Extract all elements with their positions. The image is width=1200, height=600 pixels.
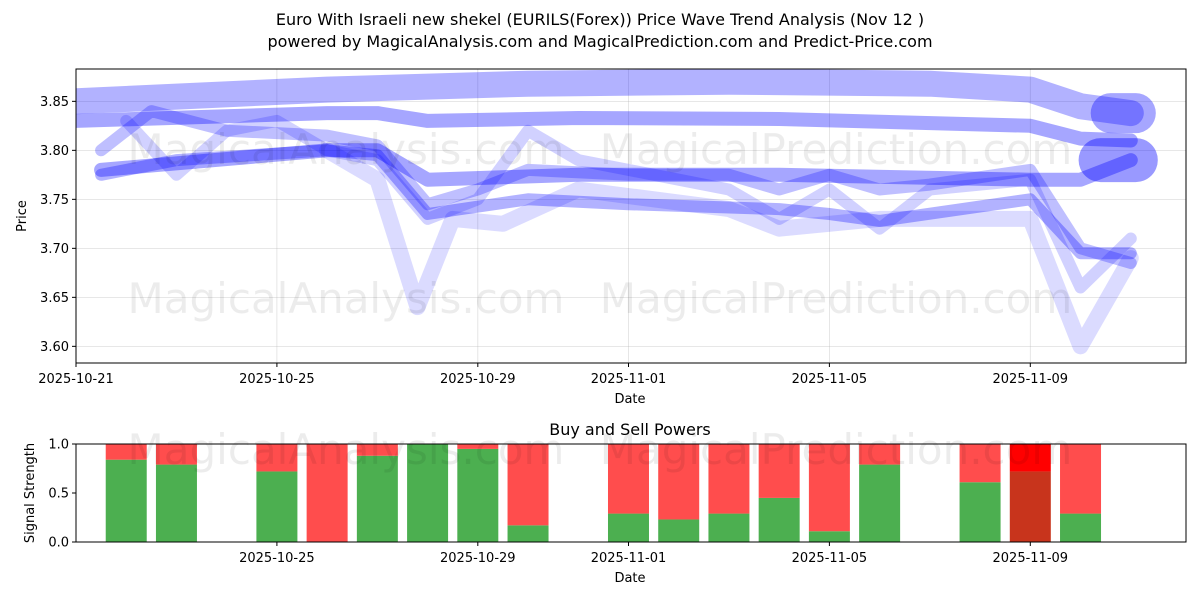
price-y-tick-label: 3.65 — [40, 291, 69, 306]
buy-power-bar — [808, 531, 850, 542]
power-bars — [105, 444, 1102, 542]
wave-lower-b — [95, 105, 1137, 269]
price-watermark: MagicalAnalysis.com — [128, 274, 565, 323]
power-x-axis: 2025-10-25 2025-10-29 2025-11-01 2025-11-05… — [239, 542, 1068, 566]
price-y-tick-label: 3.70 — [40, 242, 69, 257]
price-x-axis-label: Date — [614, 392, 645, 407]
price-y-tick-label: 3.75 — [40, 193, 69, 208]
price-y-tick-label: 3.85 — [40, 95, 69, 110]
sell-power-bar — [658, 444, 700, 520]
power-x-axis-label: Date — [614, 571, 645, 586]
power-x-tick-label: 2025-11-01 — [591, 551, 667, 566]
wave-zigzag — [120, 114, 1137, 294]
sell-power-bar — [607, 444, 649, 514]
chart-title-line2: powered by MagicalAnalysis.com and Magic… — [267, 32, 933, 51]
buy-power-bar — [356, 455, 398, 542]
power-x-tick-label: 2025-10-29 — [440, 551, 516, 566]
power-watermark: MagicalPrediction.com — [600, 425, 1073, 474]
sell-power-bar — [105, 444, 147, 460]
price-x-tick-label: 2025-11-01 — [591, 372, 667, 387]
power-y-tick-label: 0.0 — [48, 536, 69, 551]
price-watermark: MagicalPrediction.com — [600, 125, 1073, 174]
power-x-tick-label: 2025-11-05 — [792, 551, 868, 566]
wave-upper-main — [76, 106, 1138, 148]
price-gridlines — [75, 69, 1186, 363]
buy-power-bar — [658, 519, 700, 542]
price-x-tick-label: 2025-11-05 — [792, 372, 868, 387]
buy-power-bar — [607, 513, 649, 542]
wave-lower-a — [95, 144, 1137, 260]
sell-power-bar — [507, 444, 549, 526]
sell-power-bar — [356, 444, 398, 456]
sell-power-bar — [155, 444, 197, 465]
price-y-axis-label: Price — [15, 200, 30, 232]
power-watermarks: MagicalAnalysis.com MagicalPrediction.com — [128, 425, 1073, 474]
sell-power-bar — [306, 444, 348, 542]
price-wave-series — [76, 69, 1158, 355]
sell-power-bar — [256, 444, 298, 472]
power-x-tick-label: 2025-10-25 — [239, 551, 315, 566]
power-y-axis: 0.0 0.5 1.0 — [48, 438, 76, 551]
price-plot-frame — [75, 68, 1187, 364]
price-y-tick-label: 3.60 — [40, 340, 69, 355]
sell-power-bar — [758, 444, 800, 498]
sell-power-bar — [708, 444, 750, 514]
sell-power-bar — [1009, 444, 1051, 472]
wave-mid-main — [94, 143, 1138, 187]
price-x-tick-label: 2025-10-25 — [239, 372, 315, 387]
buy-power-bar — [105, 459, 147, 542]
sell-power-bar — [959, 444, 1001, 483]
sell-power-bar — [1060, 444, 1102, 514]
sell-power-bar — [859, 444, 901, 465]
sell-power-bar — [808, 444, 850, 532]
power-x-tick-label: 2025-11-09 — [993, 551, 1069, 566]
buy-power-bar — [155, 464, 197, 542]
power-y-tick-label: 1.0 — [48, 438, 69, 453]
buy-power-bar — [256, 471, 298, 542]
buy-power-bar — [708, 513, 750, 542]
buy-power-bar — [507, 525, 549, 542]
price-watermark: MagicalAnalysis.com — [128, 125, 565, 174]
buy-power-bar — [407, 444, 449, 542]
price-x-tick-label: 2025-10-29 — [440, 372, 516, 387]
power-chart-title: Buy and Sell Powers — [549, 420, 711, 439]
buy-power-bar — [959, 482, 1001, 542]
price-watermarks: MagicalAnalysis.com MagicalPrediction.com… — [128, 125, 1073, 323]
sell-power-bar — [457, 444, 499, 449]
buy-power-bar — [1060, 513, 1102, 542]
price-watermark: MagicalPrediction.com — [600, 274, 1073, 323]
buy-power-bar — [859, 464, 901, 542]
buy-power-bar — [457, 448, 499, 542]
buy-power-bar — [1009, 471, 1051, 542]
price-y-axis: 3.60 3.65 3.70 3.75 3.80 3.85 — [40, 95, 76, 355]
power-y-axis-label: Signal Strength — [23, 443, 38, 543]
price-x-tick-label: 2025-11-09 — [993, 372, 1069, 387]
buy-power-bar — [758, 497, 800, 542]
chart-title-line1: Euro With Israeli new shekel (EURILS(For… — [275, 10, 925, 29]
price-x-tick-label: 2025-10-21 — [38, 372, 114, 387]
power-y-tick-label: 0.5 — [48, 487, 69, 502]
wave-upper-band — [76, 69, 1144, 127]
price-x-axis: 2025-10-21 2025-10-25 2025-10-29 2025-11-01… — [38, 363, 1068, 387]
price-y-tick-label: 3.80 — [40, 144, 69, 159]
power-watermark: MagicalAnalysis.com — [128, 425, 565, 474]
wave-dip — [319, 142, 1139, 355]
